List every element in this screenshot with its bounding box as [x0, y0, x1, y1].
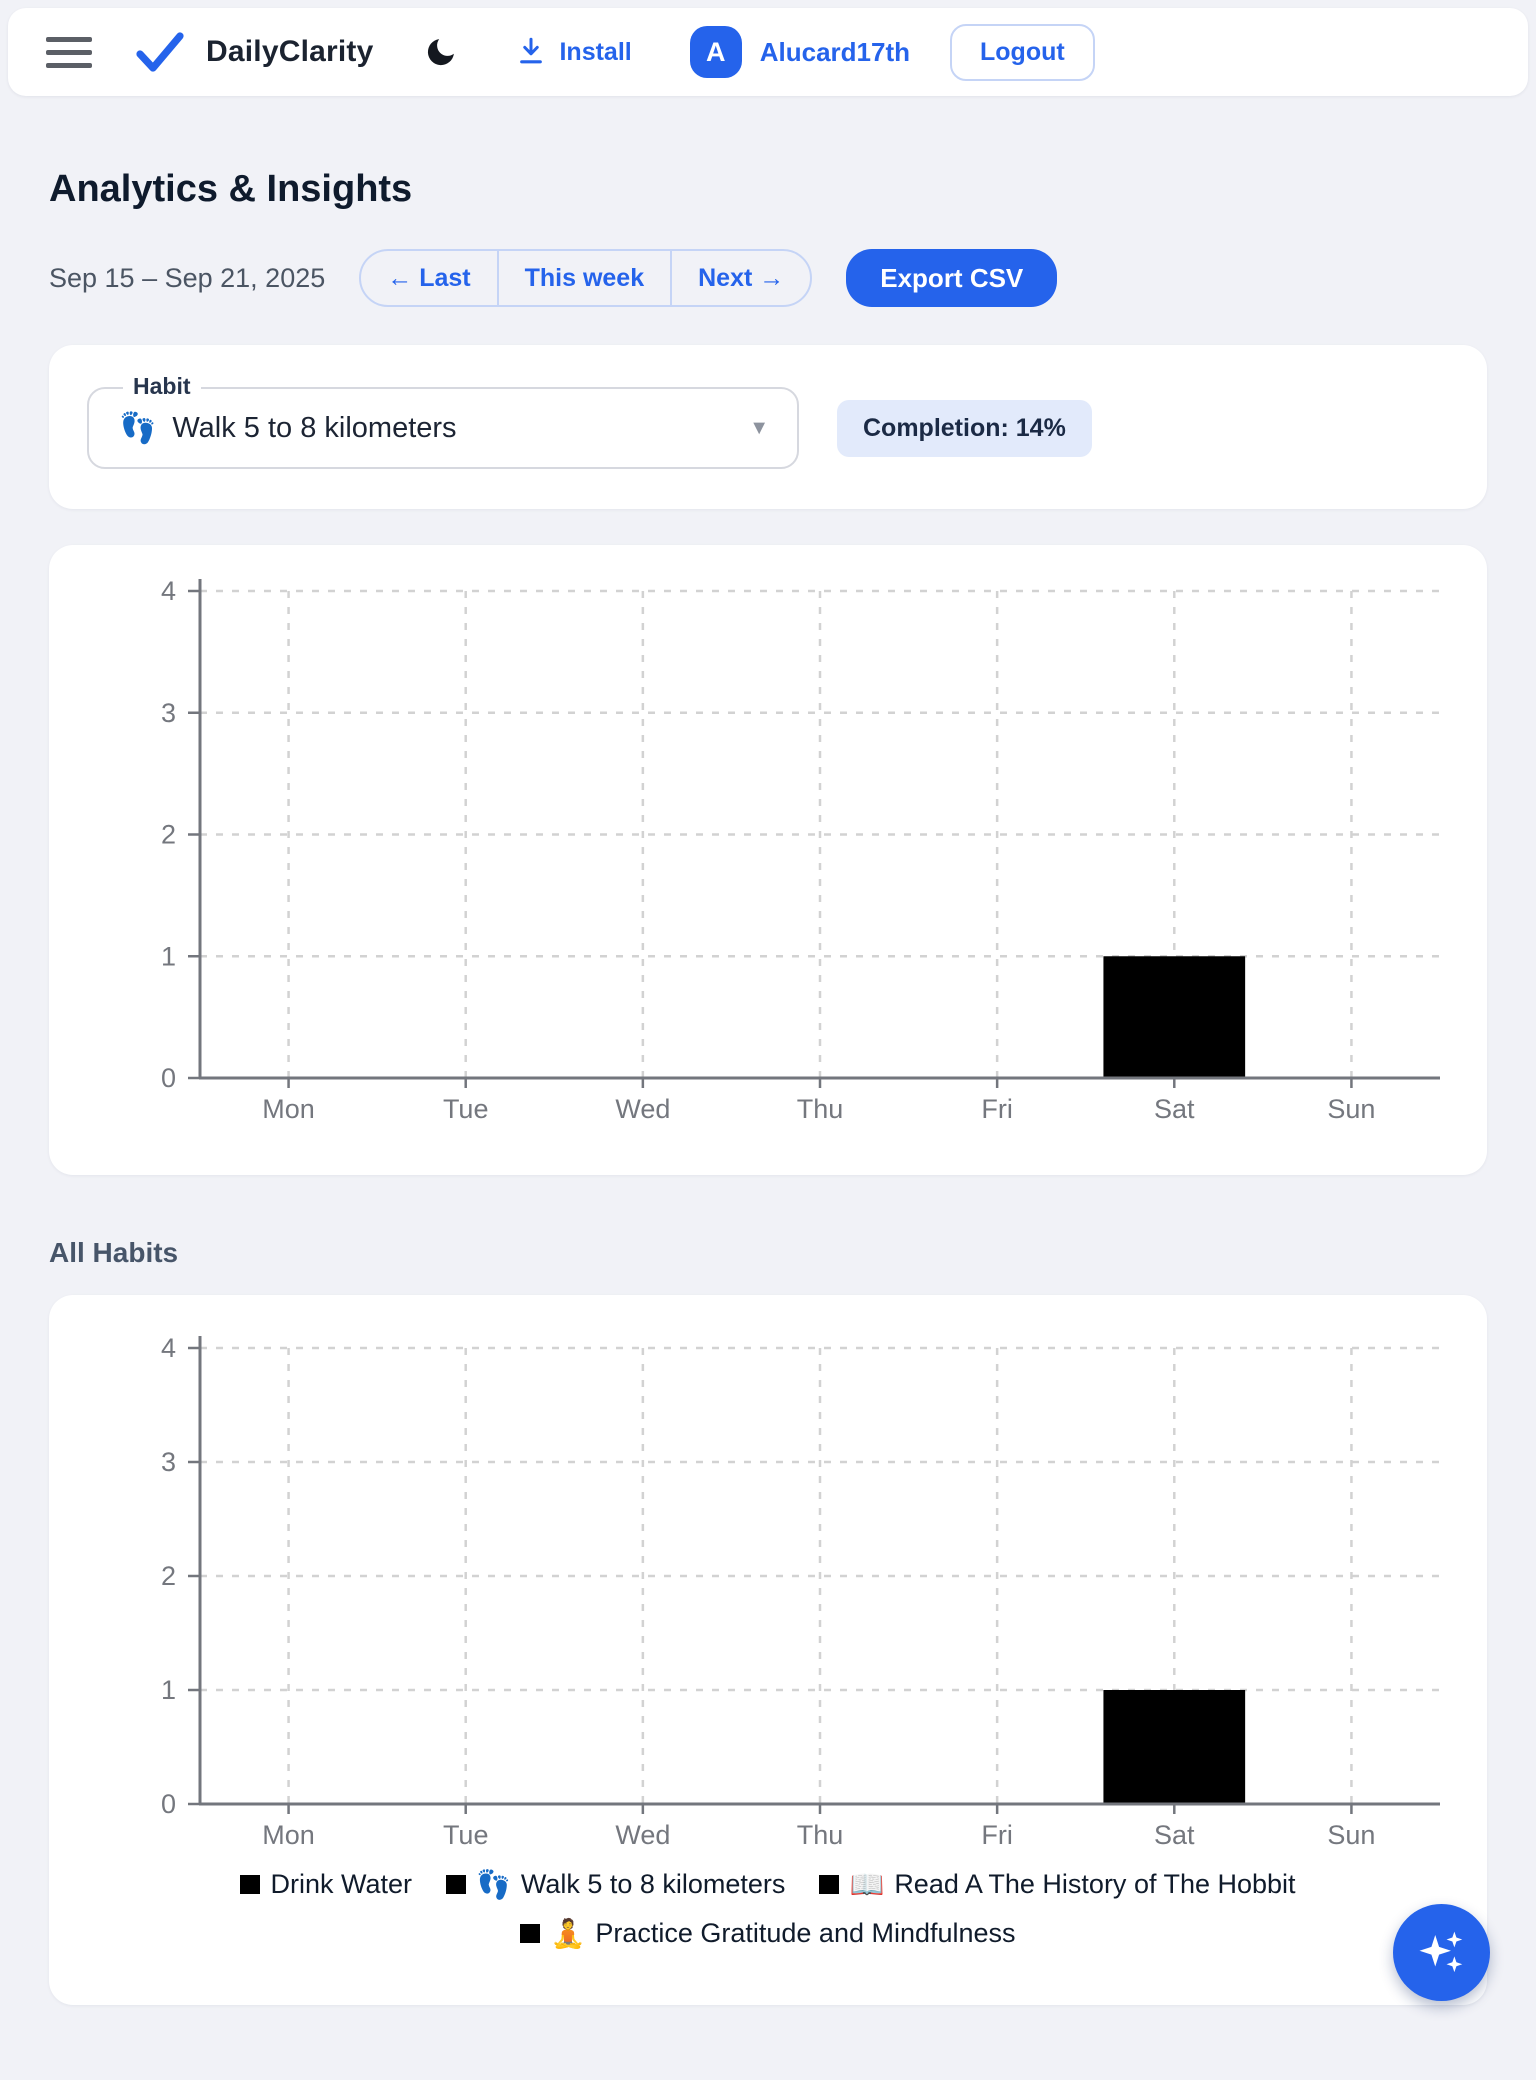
export-csv-button[interactable]: Export CSV [846, 249, 1058, 307]
svg-text:Thu: Thu [797, 1820, 844, 1850]
install-label: Install [559, 37, 632, 66]
all-habits-legend: Drink Water 👣 Walk 5 to 8 kilometers 📖 Read … [49, 1860, 1487, 1950]
svg-text:Mon: Mon [262, 1094, 315, 1124]
page-title: Analytics & Insights [49, 168, 413, 210]
all-habits-bar-chart: 0 1 2 3 4 Mon Tue Wed Thu Fri Sat Sun [161, 1333, 1440, 1850]
moon-icon [423, 34, 459, 70]
habit-select-label: Habit [123, 373, 201, 400]
download-icon [517, 37, 545, 67]
sparkles-icon [1415, 1926, 1469, 1980]
legend-swatch-icon [240, 1875, 261, 1894]
svg-text:Sat: Sat [1154, 1820, 1195, 1850]
legend-item[interactable]: Drink Water [240, 1868, 412, 1901]
menu-icon[interactable] [46, 36, 92, 68]
svg-text:1: 1 [161, 941, 176, 971]
habit-emoji-icon: 👣 [475, 1869, 511, 1900]
svg-text:Tue: Tue [443, 1094, 489, 1124]
brand-name: DailyClarity [206, 35, 374, 68]
date-range: Sep 15 – Sep 21, 2025 [49, 262, 326, 293]
habit-select-value: Walk 5 to 8 kilometers [172, 411, 457, 444]
habit-bar-chart: 0 1 2 3 4 Mon Tue Wed Thu Fri Sat Sun [161, 576, 1440, 1124]
avatar: A [689, 26, 742, 78]
habit-emoji-icon: 📖 [849, 1869, 885, 1900]
legend-label: Read A The History of The Hobbit [894, 1869, 1296, 1899]
chevron-down-icon: ▼ [749, 416, 769, 439]
brand: DailyClarity [134, 30, 373, 74]
svg-text:Sun: Sun [1327, 1094, 1375, 1124]
habit-select[interactable]: Habit 👣 Walk 5 to 8 kilometers ▼ [87, 373, 799, 469]
next-week-button[interactable]: Next → [672, 251, 810, 305]
legend-label: Practice Gratitude and Mindfulness [595, 1918, 1016, 1948]
completion-badge: Completion: 14% [837, 399, 1092, 457]
svg-text:2: 2 [161, 1561, 176, 1591]
svg-text:Tue: Tue [443, 1820, 489, 1850]
checkmark-logo-icon [134, 30, 186, 74]
app-header: DailyClarity Install A Alucard17th Logou… [8, 8, 1528, 96]
habit-emoji-icon: 🧘 [550, 1918, 586, 1949]
svg-text:4: 4 [161, 1333, 176, 1363]
legend-item[interactable]: 📖 Read A The History of The Hobbit [819, 1868, 1296, 1901]
svg-text:1: 1 [161, 1675, 176, 1705]
user-menu[interactable]: A Alucard17th [689, 26, 910, 78]
svg-text:Wed: Wed [615, 1820, 670, 1850]
legend-label: Walk 5 to 8 kilometers [520, 1869, 786, 1899]
svg-text:0: 0 [161, 1789, 176, 1819]
install-button[interactable]: Install [517, 37, 632, 67]
all-habits-chart-card: 0 1 2 3 4 Mon Tue Wed Thu Fri Sat Sun Drink Water 👣 W… [49, 1295, 1487, 2005]
svg-text:2: 2 [161, 820, 176, 850]
svg-text:Fri: Fri [981, 1820, 1012, 1850]
main-content: Analytics & Insights Sep 15 – Sep 21, 20… [49, 96, 1487, 2005]
legend-swatch-icon [520, 1924, 541, 1943]
assistant-fab[interactable] [1393, 1904, 1490, 2001]
svg-text:4: 4 [161, 576, 176, 606]
logout-button[interactable]: Logout [950, 23, 1095, 81]
svg-text:Thu: Thu [797, 1094, 844, 1124]
last-week-button[interactable]: ← Last [361, 251, 499, 305]
week-controls: Sep 15 – Sep 21, 2025 ← Last This week N… [49, 249, 1487, 307]
legend-item[interactable]: 🧘 Practice Gratitude and Mindfulness [520, 1917, 1016, 1950]
all-habits-heading: All Habits [49, 1237, 179, 1268]
legend-item[interactable]: 👣 Walk 5 to 8 kilometers [445, 1868, 786, 1901]
username: Alucard17th [759, 36, 910, 67]
svg-text:0: 0 [161, 1063, 176, 1093]
svg-text:Wed: Wed [615, 1094, 670, 1124]
habit-chart-card: 0 1 2 3 4 Mon Tue Wed Thu Fri Sat Sun [49, 545, 1487, 1175]
svg-text:3: 3 [161, 1447, 176, 1477]
svg-text:Sun: Sun [1327, 1820, 1375, 1850]
svg-text:Mon: Mon [262, 1820, 315, 1850]
habit-selector-card: Habit 👣 Walk 5 to 8 kilometers ▼ Complet… [49, 345, 1487, 509]
footprints-icon: 👣 [119, 411, 157, 445]
svg-text:Sat: Sat [1154, 1094, 1195, 1124]
legend-label: Drink Water [270, 1869, 412, 1899]
svg-text:3: 3 [161, 698, 176, 728]
legend-swatch-icon [819, 1875, 840, 1894]
this-week-button[interactable]: This week [499, 251, 673, 305]
dark-mode-toggle[interactable] [423, 34, 459, 70]
svg-text:Fri: Fri [981, 1094, 1012, 1124]
week-nav-group: ← Last This week Next → [359, 249, 813, 307]
legend-swatch-icon [445, 1875, 466, 1894]
